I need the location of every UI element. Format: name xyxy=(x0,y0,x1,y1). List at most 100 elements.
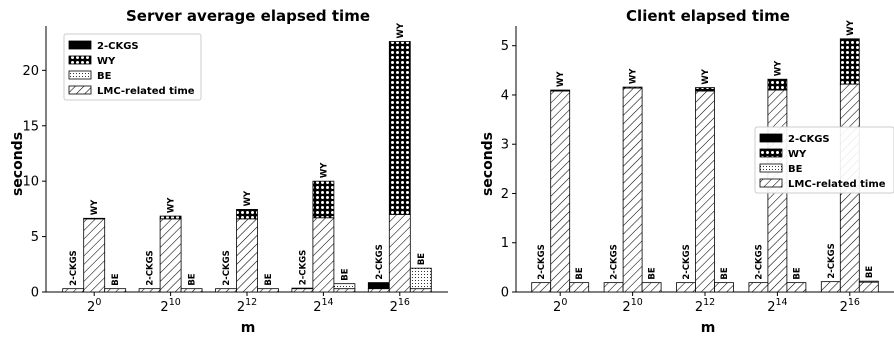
server-legend-box xyxy=(63,33,202,101)
server-legend-label: 2-CKGS xyxy=(97,41,139,52)
server-bar-wy-own xyxy=(388,41,411,215)
server-bar-label: WY xyxy=(90,199,100,215)
server-bar-2-ckgs-lmc xyxy=(215,288,237,293)
client-bar-label: WY xyxy=(846,19,856,35)
client-bar-2-ckgs-lmc xyxy=(531,282,552,293)
server-y-tick-label: 15 xyxy=(22,119,39,134)
server-bar-wy-own xyxy=(236,209,258,220)
server-bar-be-lmc xyxy=(333,288,356,293)
server-bar-label: BE xyxy=(111,273,121,285)
client-legend-swatch xyxy=(759,148,783,158)
client-bar-label: WY xyxy=(773,60,783,76)
server-bar-2-ckgs-lmc xyxy=(291,288,314,293)
client-x-tick-label: 210 xyxy=(622,297,642,315)
client-bar-wy-lmc xyxy=(622,87,643,293)
client-bar-wy-own xyxy=(695,87,715,92)
server-bar-label: 2-CKGS xyxy=(146,250,156,285)
client-bar-wy-own xyxy=(767,78,788,91)
server-bar-be-own xyxy=(409,267,432,290)
client-bar-be-lmc xyxy=(786,282,807,293)
client-legend-label: 2-CKGS xyxy=(788,134,830,145)
client-y-tick-label: 1 xyxy=(501,236,509,251)
server-y-axis-label: seconds xyxy=(10,132,26,196)
client-bar-label: WY xyxy=(701,68,711,84)
client-chart-title: Client elapsed time xyxy=(626,7,790,25)
server-bar-label: WY xyxy=(319,162,329,178)
server-bar-wy-own xyxy=(312,180,335,219)
client-y-axis-label: seconds xyxy=(480,132,496,196)
server-x-tick-label: 210 xyxy=(160,297,180,315)
server-bar-be-lmc xyxy=(180,288,203,293)
server-x-axis-label: m xyxy=(241,320,256,336)
server-bar-2-ckgs-lmc xyxy=(138,288,161,293)
server-y-tick-label: 0 xyxy=(31,286,39,301)
server-bar-be-own xyxy=(333,283,356,290)
server-bar-wy-lmc xyxy=(83,218,106,293)
server-bar-label: BE xyxy=(417,253,427,265)
client-y-tick-label: 0 xyxy=(501,286,509,301)
server-bar-2-ckgs-lmc xyxy=(62,288,85,293)
server-y-tick-label: 5 xyxy=(31,230,39,245)
client-x-tick-label: 214 xyxy=(767,297,787,315)
client-bar-label: BE xyxy=(865,266,875,278)
server-y-tick-label: 20 xyxy=(22,64,39,79)
server-bar-label: WY xyxy=(167,197,177,213)
client-bar-label: 2-CKGS xyxy=(682,244,692,279)
server-bar-2-ckgs-own xyxy=(291,287,314,290)
server-bar-wy-own xyxy=(83,217,106,220)
server-bar-label: BE xyxy=(188,273,198,285)
server-legend-swatch xyxy=(68,55,92,65)
server-bar-label: BE xyxy=(264,273,274,285)
server-bar-label: 2-CKGS xyxy=(69,250,79,285)
client-legend-box xyxy=(754,126,894,194)
client-chart: Client elapsed time m seconds 0 1 2 3 4 5 20 2-… xyxy=(480,7,894,336)
client-bar-2-ckgs-lmc xyxy=(603,282,624,293)
server-bar-label: WY xyxy=(396,22,406,38)
client-legend-swatch xyxy=(759,133,783,143)
server-chart: Server average elapsed time m seconds 0 5… xyxy=(10,7,448,336)
client-x-tick-label: 20 xyxy=(553,297,567,315)
client-bar-label: 2-CKGS xyxy=(610,244,620,279)
client-bar-be-own xyxy=(858,280,879,283)
client-bar-2-ckgs-lmc xyxy=(820,281,841,293)
server-bar-label: WY xyxy=(243,190,253,206)
client-x-axis-label: m xyxy=(701,320,716,336)
server-bar-label: BE xyxy=(340,268,350,280)
client-bar-be-lmc xyxy=(569,282,590,293)
server-plot-area: 0 5 10 15 20 20 2-CKGS WY BE 210 2-CKGS WY BE 212 2-CK… xyxy=(22,22,448,315)
client-legend: 2-CKGS WY BE LMC-related time xyxy=(754,126,894,194)
server-bar-be-lmc xyxy=(409,288,432,293)
server-legend-swatch xyxy=(68,70,92,80)
client-bar-label: WY xyxy=(556,71,566,87)
server-bar-label: 2-CKGS xyxy=(222,250,232,285)
client-bar-wy-lmc xyxy=(550,90,571,293)
server-bar-wy-own xyxy=(159,215,182,220)
client-bar-label: BE xyxy=(792,267,802,279)
client-bar-wy-lmc xyxy=(695,90,715,293)
client-bar-label: BE xyxy=(575,267,585,279)
server-legend-label: LMC-related time xyxy=(97,86,195,97)
client-bar-wy-own xyxy=(839,38,860,85)
server-legend-swatch xyxy=(68,85,92,95)
client-legend-swatch xyxy=(759,163,783,173)
server-bar-wy-lmc xyxy=(312,217,335,293)
server-bar-2-ckgs-lmc xyxy=(367,288,390,293)
client-bar-be-lmc xyxy=(641,282,662,293)
server-bar-2-ckgs-own xyxy=(367,282,390,290)
client-bar-label: BE xyxy=(720,267,730,279)
client-y-tick-label: 5 xyxy=(501,39,509,54)
server-x-tick-label: 212 xyxy=(237,297,257,315)
server-bar-wy-lmc xyxy=(159,218,182,293)
client-bar-label: 2-CKGS xyxy=(827,243,837,278)
client-bar-label: BE xyxy=(648,267,658,279)
client-bar-label: 2-CKGS xyxy=(754,244,764,279)
client-y-tick-label: 3 xyxy=(501,138,509,153)
server-bar-be-lmc xyxy=(257,288,279,293)
server-x-tick-label: 214 xyxy=(313,297,333,315)
client-bar-wy-own xyxy=(622,86,643,89)
server-x-tick-label: 20 xyxy=(87,297,101,315)
server-bar-be-lmc xyxy=(104,288,127,293)
server-legend-label: WY xyxy=(97,56,116,67)
client-bar-be-lmc xyxy=(858,281,879,293)
